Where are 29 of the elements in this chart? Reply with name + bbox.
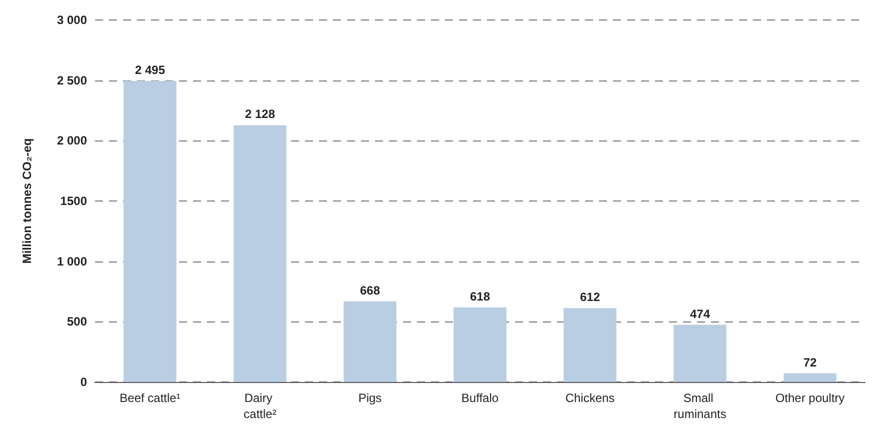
- bar: [674, 324, 726, 382]
- data-label: 2 128: [244, 107, 276, 122]
- data-label: 668: [360, 283, 380, 298]
- bar: [784, 373, 836, 382]
- bar: [344, 301, 396, 382]
- y-tick-label: 1500: [60, 194, 88, 208]
- x-tick-label: Small ruminants: [674, 391, 726, 421]
- data-label: 612: [580, 290, 600, 304]
- y-tick-label: 2 000: [56, 134, 88, 148]
- data-label: 474: [690, 306, 710, 321]
- x-tick-label: Dairy cattle²: [244, 391, 276, 421]
- y-tick-label: 1 000: [56, 254, 88, 268]
- bar: [124, 80, 176, 382]
- bar: [454, 307, 506, 382]
- y-tick-label: 3 000: [56, 13, 88, 27]
- y-tick-label: 2 500: [56, 73, 88, 88]
- data-label: 618: [470, 289, 490, 304]
- data-label: 2 495: [134, 62, 166, 77]
- x-tick-label: Other poultry: [775, 391, 845, 405]
- data-label: 72: [803, 355, 817, 370]
- bar: [564, 308, 616, 382]
- y-tick-label: 0: [80, 375, 88, 389]
- x-tick-label: Beef cattle¹: [120, 391, 180, 405]
- x-tick-label: Buffalo: [461, 391, 499, 405]
- x-tick-label: Chickens: [565, 391, 615, 405]
- x-tick-label: Pigs: [358, 391, 382, 405]
- bar: [234, 125, 286, 382]
- y-tick-label: 500: [66, 314, 88, 329]
- y-axis-title: Million tonnes CO₂-eq: [20, 138, 34, 264]
